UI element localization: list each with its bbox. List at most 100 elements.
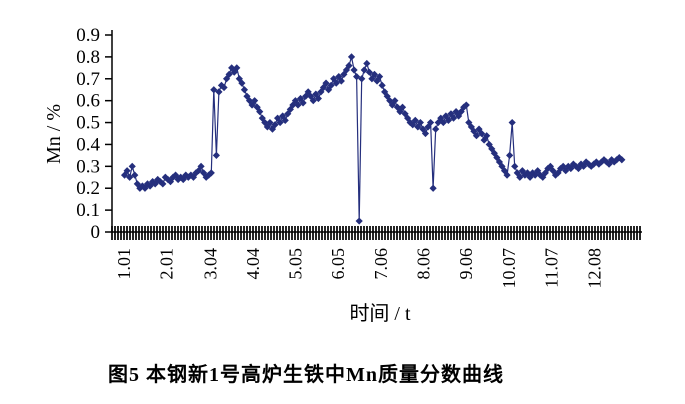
series-marker (258, 114, 266, 122)
series-marker (317, 88, 325, 96)
series-marker (511, 162, 519, 170)
series-marker (251, 97, 259, 105)
series-marker (534, 167, 542, 175)
series-marker (572, 162, 580, 170)
series-marker (126, 173, 134, 181)
series-marker (549, 167, 557, 175)
series-marker (355, 217, 363, 225)
series-marker (304, 88, 312, 96)
y-tick-label: 0.3 (76, 156, 100, 177)
x-axis-title: 时间 / t (349, 303, 411, 325)
series-marker (398, 103, 407, 111)
y-tick-label: 0.7 (76, 69, 100, 90)
series-marker (238, 79, 246, 87)
series-marker (465, 118, 473, 127)
series-marker (426, 118, 435, 127)
series-marker (503, 171, 511, 179)
series-marker (296, 94, 305, 103)
series-marker (128, 162, 136, 170)
series-marker (279, 112, 287, 120)
series-marker (353, 72, 361, 81)
series-line (124, 56, 623, 222)
series-marker (281, 116, 289, 124)
series-marker (360, 66, 368, 74)
series-marker (123, 167, 131, 175)
y-tick-label: 0 (91, 222, 101, 243)
series-marker (253, 103, 261, 111)
series-marker (215, 88, 223, 96)
series-marker (393, 103, 402, 111)
series-marker (347, 53, 356, 61)
series-marker (350, 66, 358, 74)
chart-canvas: 00.10.20.30.40.50.60.70.80.91.01 2.01 3.04… (76, 25, 642, 289)
series-marker (261, 118, 269, 127)
series-marker (429, 184, 437, 192)
series-marker (396, 108, 404, 116)
series-marker (212, 151, 220, 159)
series-marker (523, 169, 532, 177)
x-tick-label: 3.04 (200, 248, 220, 280)
series-marker (337, 77, 345, 85)
series-marker (488, 145, 496, 153)
series-marker (498, 162, 506, 170)
series-marker (475, 125, 483, 133)
series-marker (447, 110, 455, 118)
series-marker (386, 97, 394, 105)
series-marker (449, 114, 458, 122)
x-tick-label: 5.05 (286, 248, 306, 280)
series-marker (437, 114, 445, 122)
series-marker (419, 125, 427, 133)
y-axis: 00.10.20.30.40.50.60.70.80.9 (76, 25, 113, 243)
series-marker (335, 72, 343, 81)
series-marker (381, 88, 389, 96)
series-marker (432, 125, 440, 133)
series-marker (485, 140, 493, 149)
y-tick-label: 0.8 (76, 47, 100, 68)
series-marker (330, 75, 338, 83)
series-marker (597, 158, 606, 166)
series-marker (483, 132, 491, 140)
series-marker (613, 156, 621, 164)
series-marker (508, 118, 516, 127)
x-axis: 1.01 2.01 3.04 4.04 5.05 6.05 7.06 8.06 9.06 10.0… (111, 226, 642, 289)
series-marker (391, 97, 399, 105)
series-marker (159, 180, 167, 188)
series-marker (131, 171, 139, 179)
x-tick-label: 7.06 (371, 248, 391, 280)
mn-series (120, 53, 626, 225)
series-marker (210, 86, 218, 94)
series-marker (225, 70, 233, 78)
series-marker (322, 79, 330, 87)
series-marker (585, 160, 593, 168)
series-marker (495, 158, 504, 166)
series-marker (276, 118, 284, 127)
series-marker (506, 151, 514, 159)
series-marker (434, 118, 442, 127)
x-tick-label: 4.04 (243, 248, 263, 280)
series-marker (332, 79, 340, 87)
series-marker (536, 171, 544, 179)
series-marker (521, 171, 529, 179)
series-marker (383, 92, 391, 100)
figure-caption: 图5 本钢新1号高炉生铁中Mn质量分数曲线 (108, 364, 504, 386)
y-tick-label: 0.4 (76, 134, 100, 155)
series-marker (299, 99, 307, 107)
series-marker (421, 129, 430, 138)
series-marker (314, 94, 322, 103)
x-tick-label: 11.07 (542, 248, 562, 288)
series-marker (197, 162, 205, 170)
series-marker (284, 110, 292, 118)
x-tick-label: 10.07 (499, 248, 519, 289)
x-tick-label: 2.01 (157, 248, 177, 280)
series-marker (516, 173, 524, 181)
series-marker (271, 121, 279, 129)
series-marker (294, 101, 302, 109)
series-marker (618, 156, 626, 164)
series-marker (373, 77, 381, 85)
series-marker (266, 118, 274, 127)
y-tick-label: 0.1 (76, 200, 100, 221)
series-marker (546, 162, 555, 170)
series-marker (309, 97, 317, 105)
series-marker (256, 108, 264, 116)
y-tick-label: 0.6 (76, 91, 100, 112)
